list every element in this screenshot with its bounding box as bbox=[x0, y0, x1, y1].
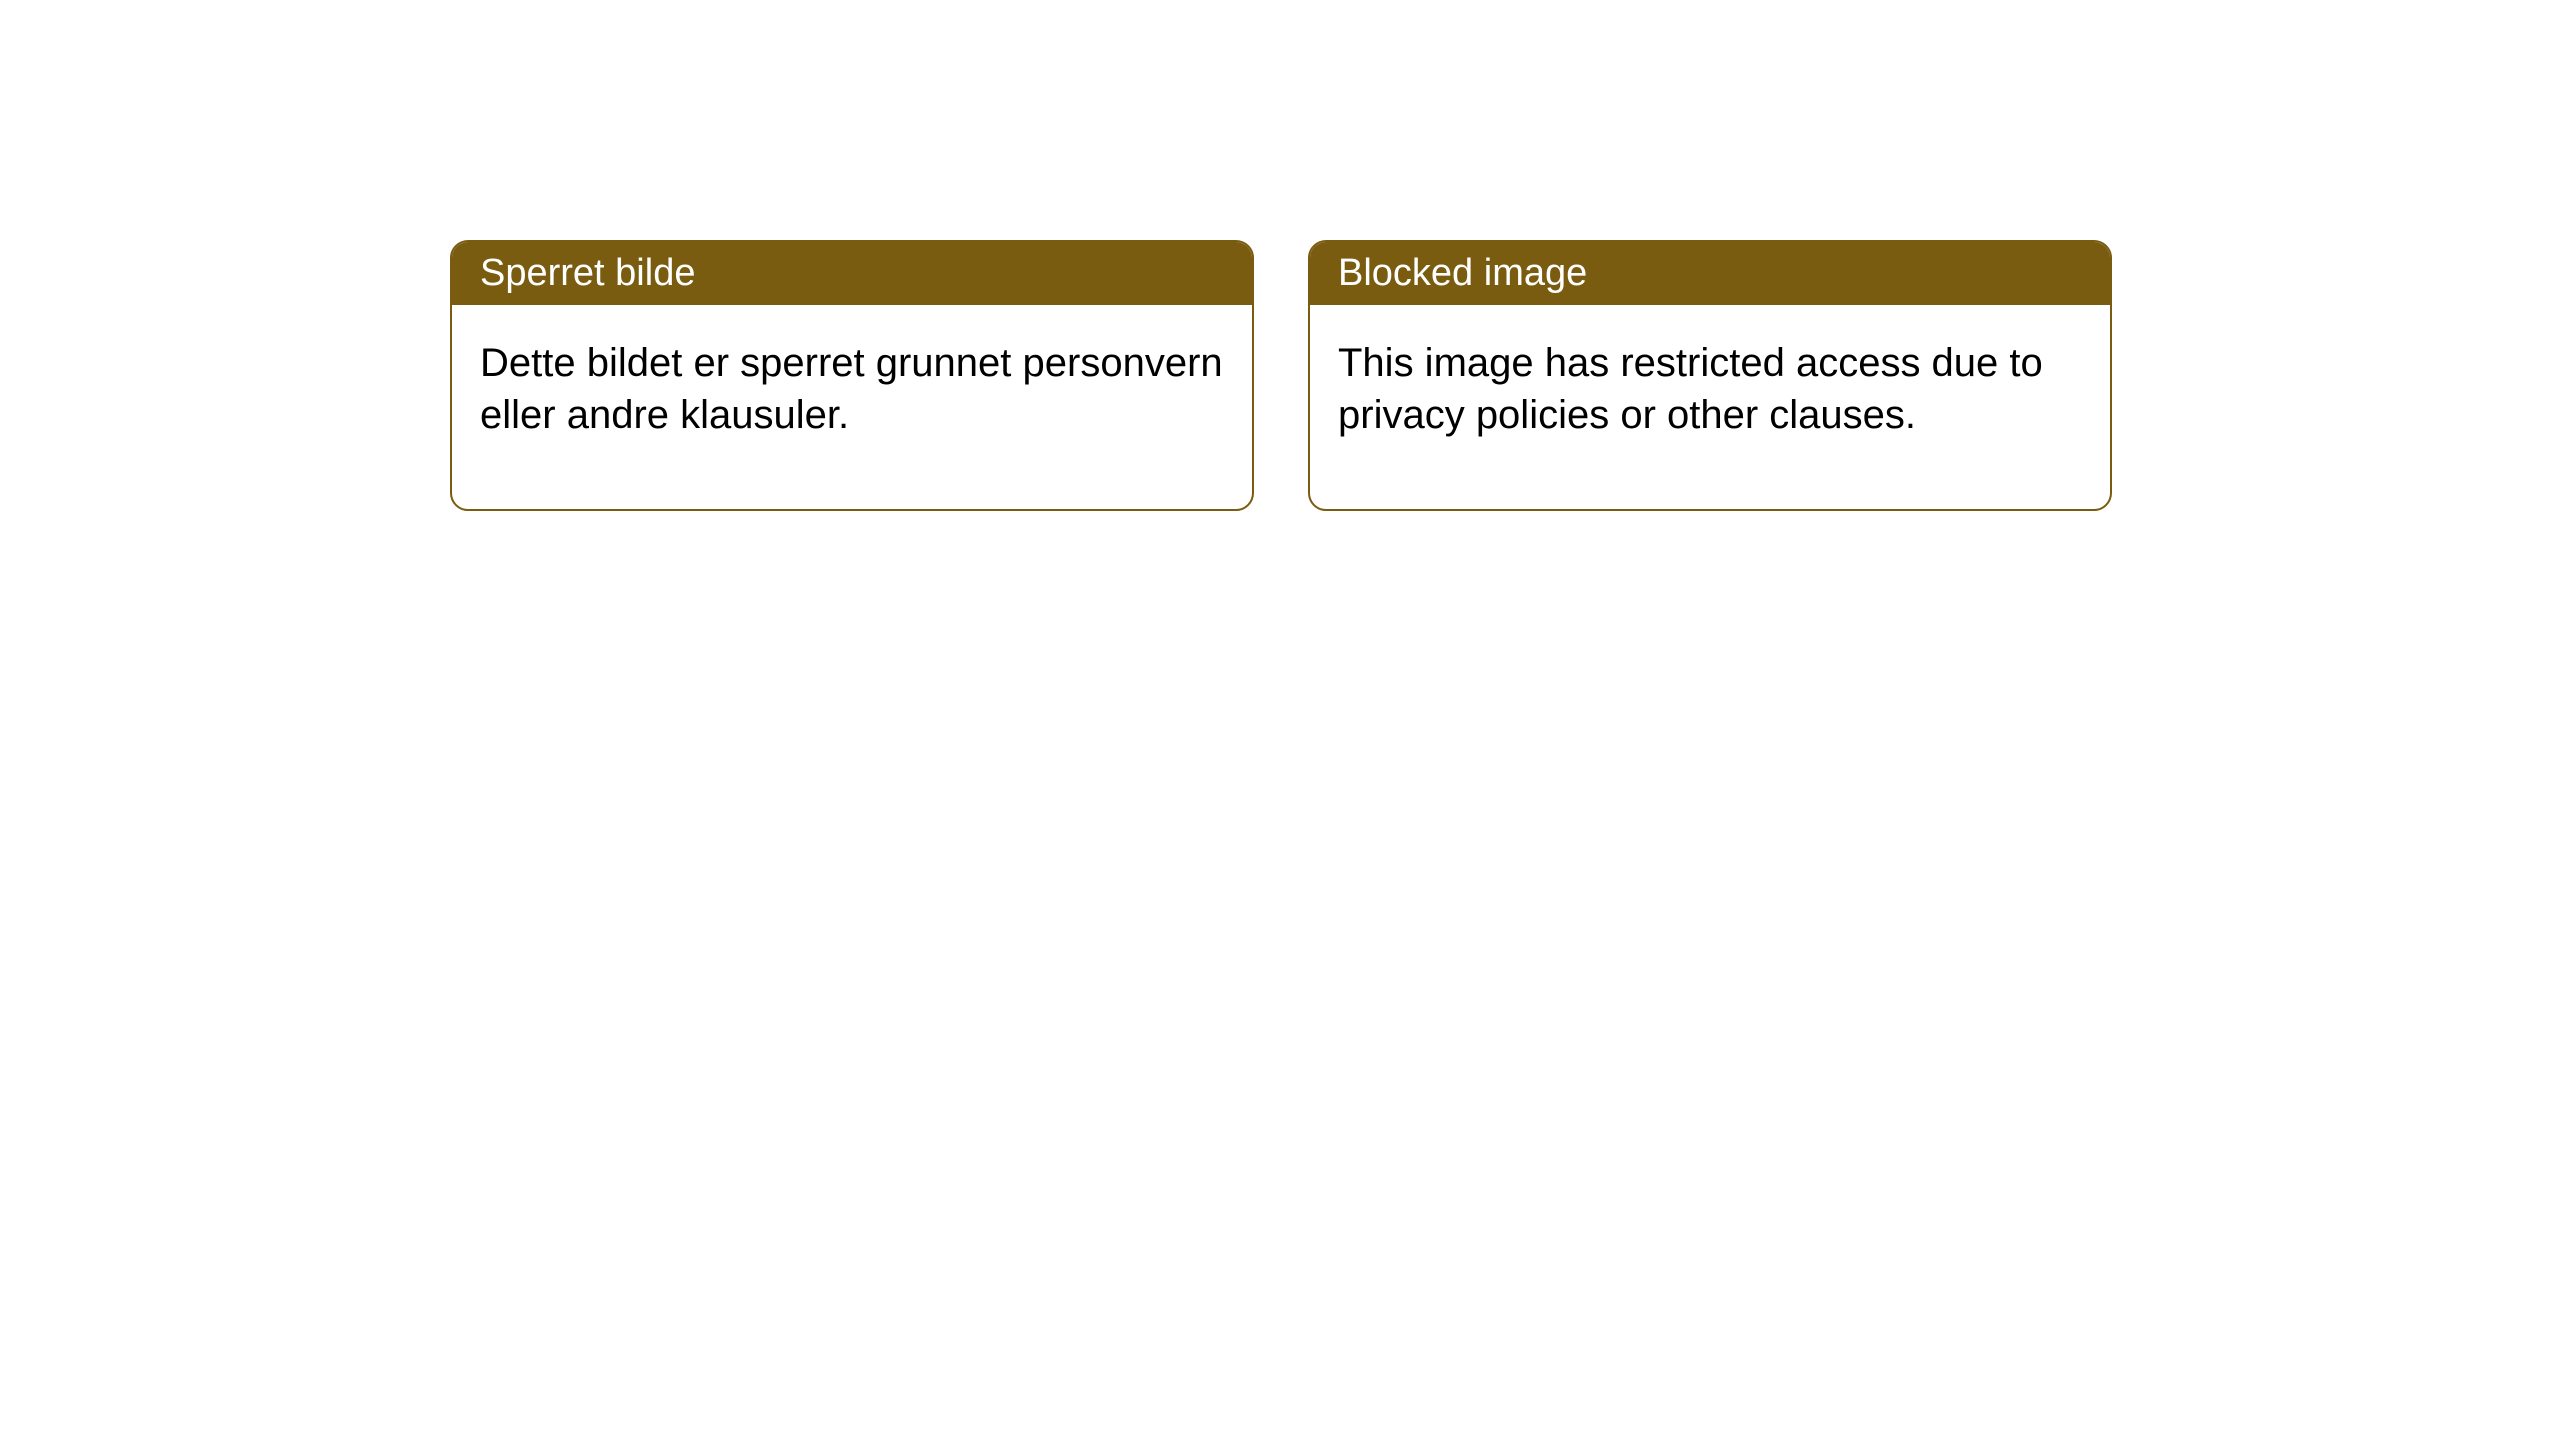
notice-body: This image has restricted access due to … bbox=[1310, 305, 2110, 509]
notice-body: Dette bildet er sperret grunnet personve… bbox=[452, 305, 1252, 509]
notice-header: Blocked image bbox=[1310, 242, 2110, 305]
notice-card-norwegian: Sperret bilde Dette bildet er sperret gr… bbox=[450, 240, 1254, 511]
notice-body-text: This image has restricted access due to … bbox=[1338, 341, 2043, 437]
notice-card-english: Blocked image This image has restricted … bbox=[1308, 240, 2112, 511]
notice-title: Sperret bilde bbox=[480, 252, 695, 294]
notice-title: Blocked image bbox=[1338, 252, 1587, 294]
notice-header: Sperret bilde bbox=[452, 242, 1252, 305]
notice-container: Sperret bilde Dette bildet er sperret gr… bbox=[0, 0, 2560, 511]
notice-body-text: Dette bildet er sperret grunnet personve… bbox=[480, 341, 1223, 437]
